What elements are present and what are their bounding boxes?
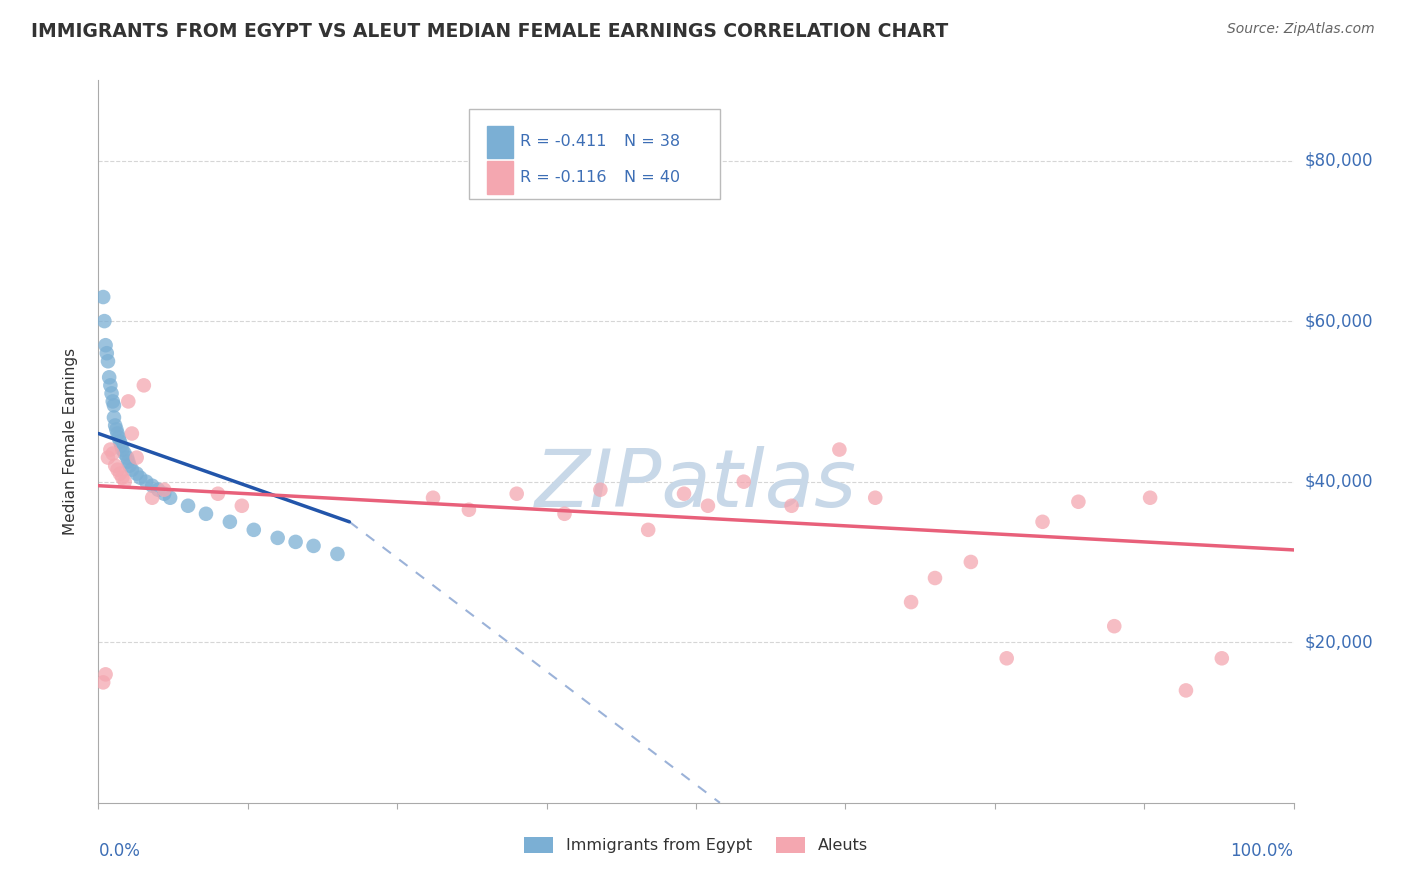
Y-axis label: Median Female Earnings: Median Female Earnings	[63, 348, 77, 535]
Text: 0.0%: 0.0%	[98, 842, 141, 860]
Point	[97, 354, 120, 368]
Point	[121, 462, 143, 476]
Point	[114, 446, 136, 460]
Point	[125, 467, 148, 481]
Point	[159, 491, 181, 505]
Point	[129, 470, 152, 484]
Point	[219, 515, 242, 529]
Text: Source: ZipAtlas.com: Source: ZipAtlas.com	[1227, 22, 1375, 37]
FancyBboxPatch shape	[470, 109, 720, 200]
Point	[960, 555, 983, 569]
Point	[1175, 683, 1198, 698]
Legend: Immigrants from Egypt, Aleuts: Immigrants from Egypt, Aleuts	[517, 830, 875, 860]
Point	[118, 458, 141, 473]
Text: $60,000: $60,000	[1305, 312, 1374, 330]
Point	[111, 470, 134, 484]
Point	[97, 450, 120, 465]
Point	[554, 507, 576, 521]
Point	[673, 486, 696, 500]
Point	[91, 290, 114, 304]
Point	[104, 418, 127, 433]
Point	[103, 410, 125, 425]
Point	[924, 571, 946, 585]
Text: ZIPatlas: ZIPatlas	[534, 446, 858, 524]
Point	[94, 667, 117, 681]
Text: R = -0.116: R = -0.116	[520, 170, 607, 186]
Point	[94, 338, 117, 352]
Point	[326, 547, 349, 561]
Point	[125, 450, 148, 465]
Point	[284, 534, 307, 549]
Point	[458, 502, 481, 516]
Point	[589, 483, 612, 497]
Point	[103, 398, 125, 412]
Point	[115, 450, 138, 465]
Point	[195, 507, 218, 521]
Point	[91, 675, 114, 690]
Point	[243, 523, 266, 537]
Point	[637, 523, 659, 537]
Point	[117, 454, 139, 468]
Point	[107, 426, 129, 441]
Point	[107, 462, 129, 476]
Point	[114, 475, 136, 489]
Point	[828, 442, 851, 457]
Point	[506, 486, 529, 500]
Point	[1067, 494, 1090, 508]
Text: R = -0.411: R = -0.411	[520, 135, 607, 149]
Point	[207, 486, 229, 500]
Text: 100.0%: 100.0%	[1230, 842, 1294, 860]
Point	[100, 386, 122, 401]
Point	[141, 491, 163, 505]
Point	[101, 394, 124, 409]
Point	[132, 378, 155, 392]
Point	[733, 475, 755, 489]
Point	[153, 486, 176, 500]
Point	[135, 475, 157, 489]
Point	[1032, 515, 1054, 529]
Point	[111, 442, 134, 457]
Point	[697, 499, 720, 513]
Point	[98, 442, 122, 457]
Point	[865, 491, 887, 505]
Point	[1211, 651, 1233, 665]
Point	[117, 394, 139, 409]
Text: IMMIGRANTS FROM EGYPT VS ALEUT MEDIAN FEMALE EARNINGS CORRELATION CHART: IMMIGRANTS FROM EGYPT VS ALEUT MEDIAN FE…	[31, 22, 948, 41]
Point	[98, 370, 121, 384]
Bar	[486, 161, 513, 194]
Point	[96, 346, 118, 360]
Point	[267, 531, 290, 545]
Point	[780, 499, 803, 513]
Point	[107, 430, 129, 444]
Point	[104, 458, 127, 473]
Text: $80,000: $80,000	[1305, 152, 1374, 169]
Text: $20,000: $20,000	[1305, 633, 1374, 651]
Point	[108, 434, 131, 449]
Bar	[486, 126, 513, 158]
Point	[302, 539, 325, 553]
Point	[108, 467, 131, 481]
Point	[98, 378, 122, 392]
Point	[110, 438, 132, 452]
Point	[93, 314, 115, 328]
Text: N = 38: N = 38	[624, 135, 681, 149]
Point	[422, 491, 444, 505]
Point	[148, 483, 170, 497]
Text: N = 40: N = 40	[624, 170, 681, 186]
Point	[995, 651, 1018, 665]
Text: $40,000: $40,000	[1305, 473, 1374, 491]
Point	[141, 478, 163, 492]
Point	[231, 499, 253, 513]
Point	[153, 483, 176, 497]
Point	[105, 422, 128, 436]
Point	[1139, 491, 1161, 505]
Point	[177, 499, 200, 513]
Point	[1104, 619, 1126, 633]
Point	[900, 595, 922, 609]
Point	[101, 446, 124, 460]
Point	[121, 426, 143, 441]
